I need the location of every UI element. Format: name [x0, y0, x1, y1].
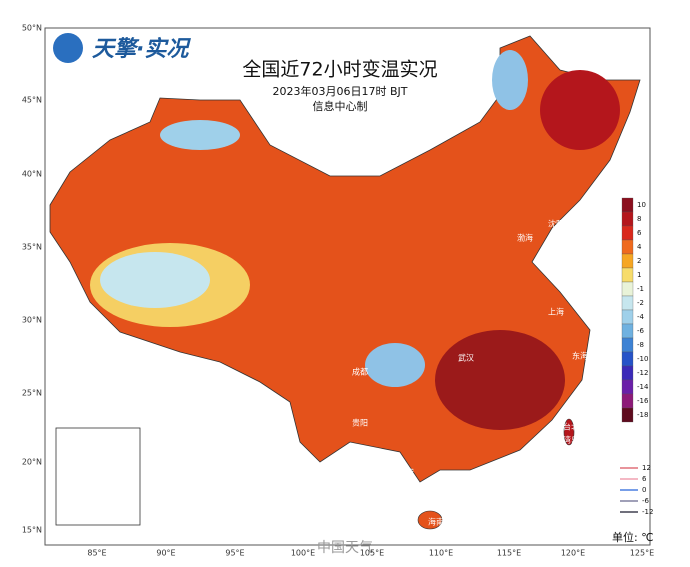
color-swatch [621, 225, 634, 241]
place-label: 赤尾屿 [588, 394, 612, 403]
color-label: -12 [637, 369, 648, 377]
lat-label: 50°N [22, 24, 42, 33]
place-label: 南海 [488, 505, 504, 515]
place-label: 渤海 [517, 233, 533, 243]
color-label: -10 [637, 355, 648, 363]
lon-label: 100°E [291, 549, 315, 558]
color-swatch [621, 239, 634, 255]
xinjiang-cool-patch [160, 120, 240, 150]
taiwan-island [563, 418, 575, 446]
lon-label: 90°E [156, 549, 175, 558]
color-label: 4 [637, 243, 642, 251]
place-label: 南宁 [398, 467, 414, 477]
map-subtitle: 2023年03月06日17时 BJT [273, 84, 408, 98]
place-label: 成都 [352, 367, 368, 377]
tibet-cool-patch [100, 252, 210, 308]
color-swatch [621, 211, 634, 227]
hainan-island [417, 510, 443, 530]
northeast-cool-patch [492, 50, 528, 110]
lat-label: 20°N [22, 458, 42, 467]
contour-label: -12 [642, 508, 653, 516]
contour-label: 6 [642, 475, 647, 483]
color-label: -6 [637, 327, 645, 335]
color-swatch [621, 365, 634, 381]
northeast-warm-core [540, 70, 620, 150]
color-label: -16 [637, 397, 649, 405]
color-swatch [621, 351, 634, 367]
lon-label: 120°E [561, 549, 585, 558]
lat-label: 30°N [22, 316, 42, 325]
contour-label: -6 [642, 497, 650, 505]
color-label: 6 [637, 229, 642, 237]
place-label: 东海 [572, 351, 588, 361]
lat-label: 40°N [22, 170, 42, 179]
south-sea-inset [55, 427, 141, 526]
logo-text: 天擎·实况 [92, 36, 191, 62]
color-label: -4 [637, 313, 645, 321]
color-label: 2 [637, 257, 641, 265]
lat-label: 35°N [22, 243, 42, 252]
color-swatch [621, 407, 634, 423]
logo-icon [53, 33, 83, 63]
contour-label: 12 [642, 464, 651, 472]
lon-label: 125°E [630, 549, 654, 558]
color-label: 10 [637, 201, 646, 209]
place-label: 东沙群岛 [489, 486, 521, 496]
place-label: 上海 [548, 307, 564, 317]
color-swatch [621, 323, 634, 339]
place-label: 台湾岛 [555, 435, 579, 445]
place-label: 海南岛 [428, 517, 452, 527]
map-source: 信息中心制 [313, 99, 368, 113]
color-swatch [621, 393, 634, 409]
place-label: 贵阳 [352, 418, 368, 428]
color-label: -14 [637, 383, 649, 391]
place-label: 澎湖列岛 [534, 450, 566, 460]
lon-label: 115°E [497, 549, 521, 558]
color-swatch [621, 197, 634, 213]
lon-label: 85°E [87, 549, 106, 558]
color-swatch [621, 295, 634, 311]
color-label: -8 [637, 341, 644, 349]
map-title: 全国近72小时变温实况 [242, 59, 437, 81]
basin-cool-patch [365, 343, 425, 387]
contour-label: 0 [642, 486, 646, 494]
lat-label: 45°N [22, 96, 42, 105]
color-swatch [621, 267, 634, 283]
lon-label: 110°E [429, 549, 453, 558]
place-label: 武汉 [458, 353, 474, 363]
south-warm-core [435, 330, 565, 430]
color-swatch [621, 379, 634, 395]
lon-label: 95°E [225, 549, 244, 558]
place-label: 香港 [475, 473, 491, 483]
color-label: -18 [637, 411, 648, 419]
place-label: 沈阳 [548, 219, 564, 229]
unit-label: 单位: ℃ [612, 530, 654, 544]
lon-label: 105°E [360, 549, 384, 558]
lat-label: 25°N [22, 389, 42, 398]
color-swatch [621, 281, 634, 297]
place-label: 台北 [563, 422, 579, 432]
watermark: 中国天气 [317, 540, 373, 556]
place-label: 黄海 [559, 239, 575, 249]
place-label: 钓鱼岛 [576, 403, 600, 413]
lat-label: 15°N [22, 526, 42, 535]
color-label: 8 [637, 215, 641, 223]
color-swatch [621, 337, 634, 353]
color-swatch [621, 309, 634, 325]
color-label: -2 [637, 299, 644, 307]
color-swatch [621, 253, 634, 269]
color-label: 1 [637, 271, 641, 279]
color-label: -1 [637, 285, 644, 293]
